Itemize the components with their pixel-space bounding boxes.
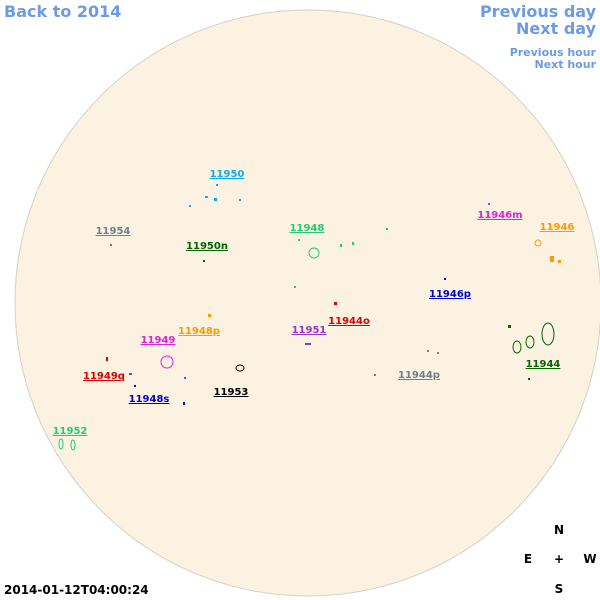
previous-day-link[interactable]: Previous day xyxy=(480,2,597,21)
previous-hour-link[interactable]: Previous hour xyxy=(510,46,597,59)
region-label[interactable]: 11946m xyxy=(477,210,522,221)
back-link[interactable]: Back to 2014 xyxy=(4,2,121,21)
region-label[interactable]: 11948s xyxy=(129,394,170,405)
timestamp: 2014-01-12T04:00:24 xyxy=(4,583,149,597)
compass-center: + xyxy=(554,552,564,566)
compass-west: W xyxy=(583,552,596,566)
compass-east: E xyxy=(524,552,532,566)
region-label[interactable]: 11946 xyxy=(540,222,575,233)
region-label[interactable]: 11944o xyxy=(328,316,370,327)
region-label[interactable]: 11950n xyxy=(186,241,228,252)
region-label[interactable]: 11953 xyxy=(214,387,249,398)
region-label[interactable]: 11948 xyxy=(290,223,325,234)
region-label[interactable]: 11949 xyxy=(141,335,176,346)
next-day-link[interactable]: Next day xyxy=(516,19,597,38)
compass-north: N xyxy=(554,523,564,537)
region-label[interactable]: 11948p xyxy=(178,326,220,337)
region-label[interactable]: 11950 xyxy=(210,169,245,180)
region-label[interactable]: 11951 xyxy=(292,325,327,336)
region-label[interactable]: 11949q xyxy=(83,371,125,382)
region-label[interactable]: 11952 xyxy=(53,426,88,437)
sunspots xyxy=(58,184,561,451)
region-label[interactable]: 11944p xyxy=(398,370,440,381)
region-labels: 11950 11954 11950n 11948 11946m 11946 11946p 11… xyxy=(53,169,575,437)
compass-south: S xyxy=(555,582,564,596)
next-hour-link[interactable]: Next hour xyxy=(535,58,597,71)
region-label[interactable]: 11954 xyxy=(96,226,131,237)
sun-disk xyxy=(14,9,600,597)
region-label[interactable]: 11944 xyxy=(526,359,561,370)
region-label[interactable]: 11946p xyxy=(429,289,471,300)
